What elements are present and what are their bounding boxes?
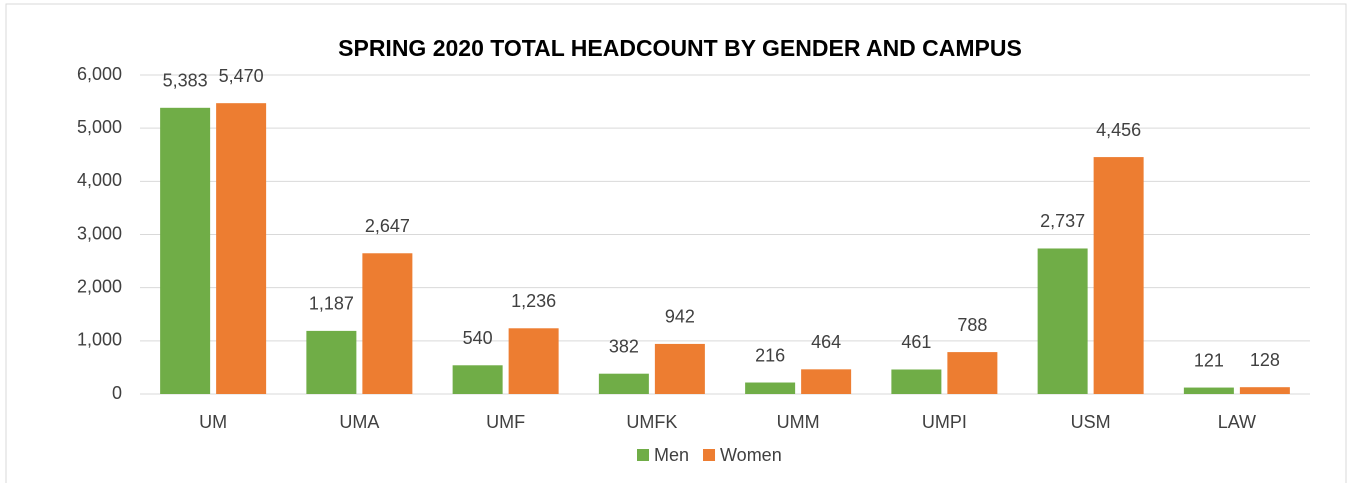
bar — [1183, 387, 1234, 394]
chart-title: SPRING 2020 TOTAL HEADCOUNT BY GENDER AN… — [338, 35, 1022, 61]
value-label: 461 — [901, 332, 931, 352]
value-label: 1,236 — [511, 291, 556, 311]
bar — [745, 382, 796, 394]
y-tick-label: 2,000 — [77, 276, 122, 296]
legend-swatch — [637, 449, 649, 461]
value-label: 382 — [609, 336, 639, 356]
value-label: 121 — [1194, 350, 1224, 370]
bar — [947, 352, 998, 394]
value-label: 2,647 — [365, 216, 410, 236]
value-label: 5,470 — [219, 66, 264, 86]
x-tick-label: UMPI — [922, 412, 967, 432]
bar — [598, 373, 649, 394]
y-tick-label: 0 — [112, 383, 122, 403]
bar — [362, 253, 413, 394]
bar — [801, 369, 852, 394]
bar — [891, 369, 942, 394]
x-tick-label: UMA — [339, 412, 379, 432]
value-label: 216 — [755, 345, 785, 365]
value-label: 128 — [1250, 350, 1280, 370]
y-tick-label: 1,000 — [77, 330, 122, 350]
x-tick-label: UMM — [777, 412, 820, 432]
value-label: 540 — [463, 328, 493, 348]
value-label: 1,187 — [309, 294, 354, 314]
bar — [160, 107, 211, 394]
x-tick-label: USM — [1071, 412, 1111, 432]
y-tick-label: 6,000 — [77, 64, 122, 84]
value-label: 788 — [957, 315, 987, 335]
bar — [216, 103, 267, 394]
bar — [508, 328, 559, 394]
bar — [306, 330, 357, 394]
value-label: 4,456 — [1096, 120, 1141, 140]
legend-label: Women — [720, 445, 782, 465]
bar — [1037, 248, 1088, 394]
value-label: 2,737 — [1040, 211, 1085, 231]
x-tick-label: LAW — [1218, 412, 1256, 432]
y-tick-label: 5,000 — [77, 117, 122, 137]
y-tick-label: 3,000 — [77, 223, 122, 243]
bar — [1093, 157, 1144, 394]
value-label: 942 — [665, 307, 695, 327]
value-label: 5,383 — [163, 71, 208, 91]
legend-label: Men — [654, 445, 689, 465]
x-tick-label: UMF — [486, 412, 525, 432]
legend-swatch — [703, 449, 716, 461]
value-label: 464 — [811, 332, 841, 352]
bar — [452, 365, 503, 394]
x-tick-label: UMFK — [626, 412, 677, 432]
y-tick-label: 4,000 — [77, 170, 122, 190]
bar — [654, 343, 705, 394]
bar — [1239, 387, 1290, 394]
x-tick-label: UM — [199, 412, 227, 432]
